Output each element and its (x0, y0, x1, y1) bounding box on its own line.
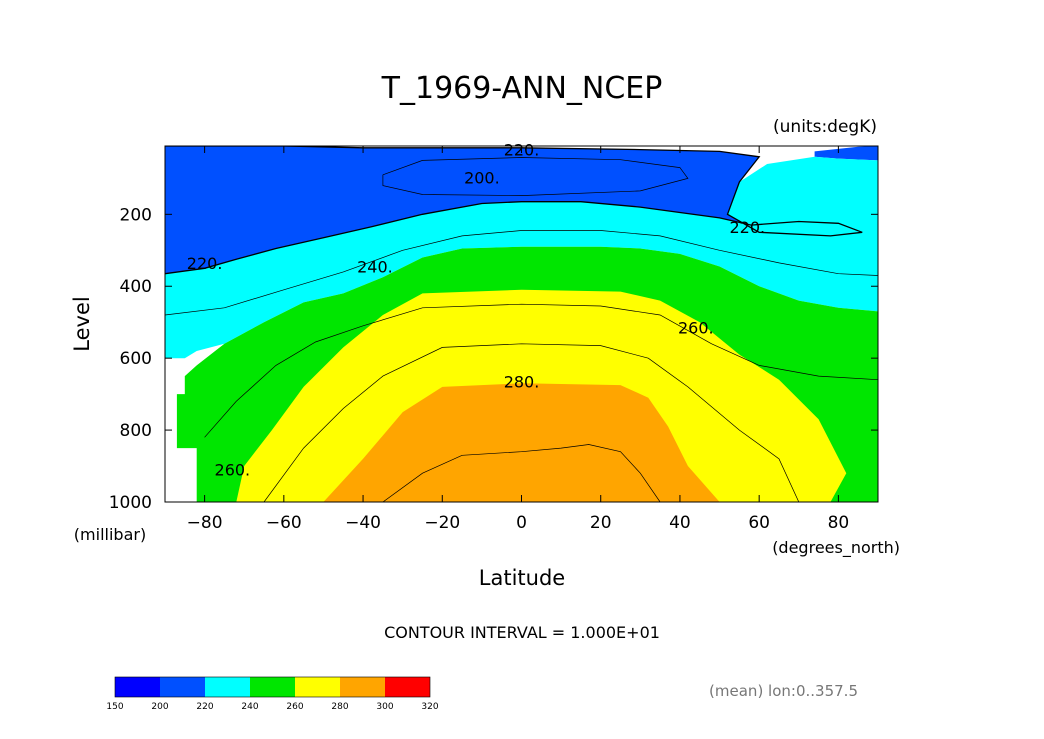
contour-fills (165, 146, 878, 502)
y-axis-ticks: 200 400 600 800 1000 (109, 205, 878, 513)
contour-label-6: 280. (504, 373, 540, 392)
x-axis-label: Latitude (479, 566, 565, 590)
colorbar-label-3: 240 (241, 702, 258, 712)
x-tick-label-4: 0 (516, 513, 527, 533)
contour-label-1: 200. (464, 169, 500, 188)
contour-label-3: 220. (187, 254, 223, 273)
colorbar-swatch-1 (160, 677, 205, 697)
colorbar-swatch-5 (340, 677, 385, 697)
colorbar-label-4: 260 (286, 702, 303, 712)
colorbar-label-2: 220 (196, 702, 213, 712)
x-tick-label-5: 20 (590, 513, 612, 533)
colorbar-frame (114, 676, 431, 698)
contour-line-290 (382, 444, 661, 502)
colorbar-label-7: 320 (421, 702, 438, 712)
x-tick-label-2: −40 (345, 513, 381, 533)
y-tick-label-2: 600 (120, 349, 152, 369)
contour-region-220-240 (165, 156, 878, 359)
y-axis-label: Level (70, 296, 94, 351)
x-tick-label-3: −20 (424, 513, 460, 533)
colorbar-swatch-4 (295, 677, 340, 697)
contour-line-210 (382, 157, 689, 196)
y-units-label: (millibar) (74, 525, 146, 544)
y-tick-label-4: 1000 (109, 493, 152, 513)
contour-label-7: 260. (215, 461, 251, 480)
y-tick-label-0: 200 (120, 205, 152, 225)
x-tick-label-0: −80 (187, 513, 223, 533)
colorbar-label-5: 280 (331, 702, 348, 712)
x-tick-label-7: 60 (748, 513, 770, 533)
contour-labels: 220.200.220.220. 240.260.280.260. (187, 141, 765, 480)
x-tick-label-6: 40 (669, 513, 691, 533)
contour-interval-text: CONTOUR INTERVAL = 1.000E+01 (384, 623, 660, 642)
mean-lon-annotation: (mean) lon:0..357.5 (709, 682, 858, 700)
x-units-label: (degrees_north) (772, 538, 900, 558)
colorbar-label-1: 200 (151, 702, 168, 712)
y-tick-label-3: 800 (120, 421, 152, 441)
chart-title: T_1969-ANN_NCEP (381, 71, 663, 106)
x-tick-label-1: −60 (266, 513, 302, 533)
contour-region-280-300 (323, 383, 720, 502)
colorbar-swatch-6 (385, 677, 430, 697)
contour-line-270 (263, 343, 800, 502)
colorbar: 150 200 220 240 260 280 300 320 (106, 676, 439, 712)
contour-line-250 (204, 303, 878, 438)
colorbar-swatch-3 (250, 677, 295, 697)
colorbar-swatch-0 (115, 677, 160, 697)
colorbar-label-0: 150 (106, 702, 123, 712)
contour-line-230 (165, 230, 878, 316)
contour-region-200-220-arctic (814, 146, 878, 161)
contour-label-2: 220. (729, 218, 765, 237)
colorbar-swatch-2 (205, 677, 250, 697)
units-label: (units:degK) (773, 117, 877, 137)
y-tick-label-1: 400 (120, 277, 152, 297)
x-axis-ticks: −80 −60 −40 −20 0 20 40 60 80 (187, 146, 850, 533)
colorbar-label-6: 300 (376, 702, 393, 712)
contour-label-5: 260. (678, 319, 714, 338)
x-tick-label-8: 80 (828, 513, 850, 533)
contour-label-4: 240. (357, 257, 393, 276)
